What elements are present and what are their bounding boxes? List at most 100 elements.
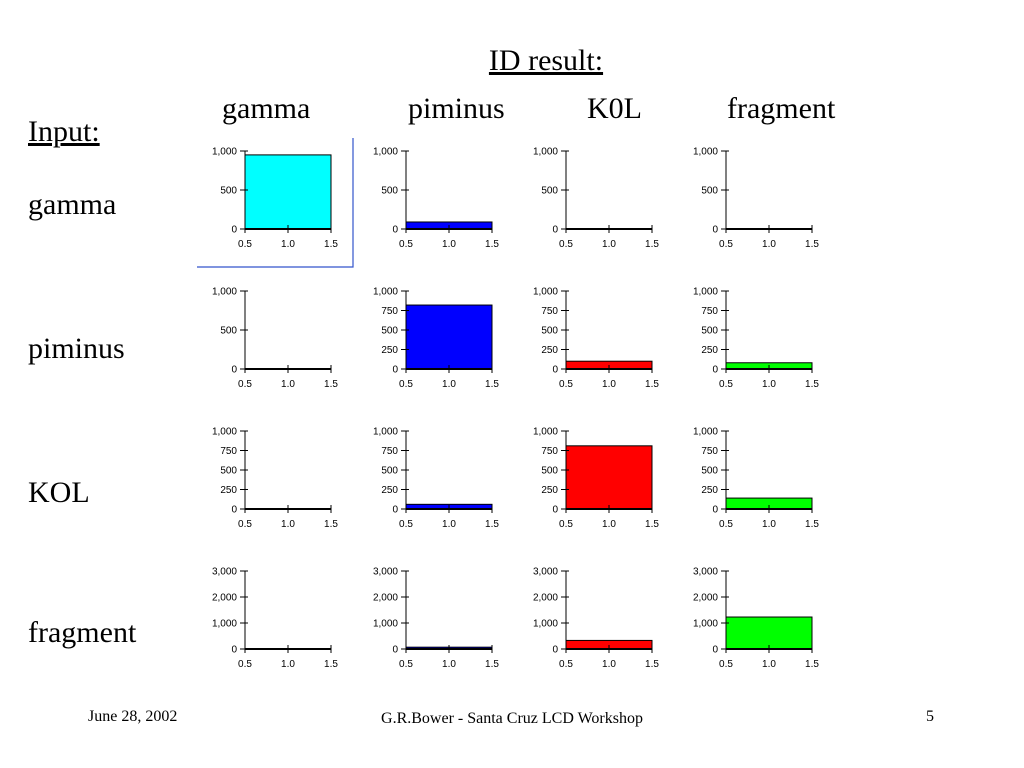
y-tick-label: 0	[712, 365, 718, 376]
x-tick-label: 0.5	[238, 379, 252, 390]
x-tick-label: 1.0	[602, 239, 616, 250]
histogram-fragment-piminus: 0 1,000 2,000 3,000 0.5 1.0 1.5	[373, 567, 499, 671]
input-title: Input:	[28, 115, 100, 148]
y-tick-label: 2,000	[212, 593, 237, 604]
y-tick-label: 1,000	[693, 287, 718, 298]
y-tick-label: 1,000	[212, 147, 237, 158]
y-tick-label: 0	[712, 645, 718, 656]
column-label-piminus: piminus	[408, 92, 505, 125]
y-tick-label: 500	[541, 186, 558, 197]
x-tick-label: 1.0	[281, 239, 295, 250]
x-tick-label: 0.5	[719, 239, 733, 250]
bar-fragment-fragment	[725, 616, 813, 650]
y-tick-label: 0	[552, 225, 558, 236]
y-tick-label: 500	[701, 326, 718, 337]
x-tick-label: 1.0	[602, 659, 616, 670]
y-tick-label: 1,000	[533, 147, 558, 158]
y-tick-label: 750	[541, 306, 558, 317]
x-tick-label: 1.0	[762, 239, 776, 250]
x-tick-label: 1.5	[645, 659, 659, 670]
row-label-gamma: gamma	[28, 188, 117, 221]
x-tick-label: 1.0	[442, 659, 456, 670]
footer-title: G.R.Bower - Santa Cruz LCD Workshop	[381, 710, 643, 727]
y-tick-label: 2,000	[533, 593, 558, 604]
y-tick-label: 1,000	[693, 619, 718, 630]
x-tick-label: 1.5	[485, 379, 499, 390]
y-tick-label: 1,000	[533, 427, 558, 438]
y-tick-label: 1,000	[212, 427, 237, 438]
y-tick-label: 0	[392, 365, 398, 376]
x-tick-label: 1.5	[485, 659, 499, 670]
y-tick-label: 0	[552, 505, 558, 516]
x-tick-label: 1.5	[485, 519, 499, 530]
histogram-piminus-k0l: 0 250 500 750 1,000 0.5 1.0 1.5	[533, 287, 659, 391]
page-number: 5	[926, 708, 934, 725]
histogram-gamma-fragment: 0 500 1,000 0.5 1.0 1.5	[693, 147, 819, 251]
x-tick-label: 0.5	[399, 519, 413, 530]
y-tick-label: 500	[220, 326, 237, 337]
x-tick-label: 1.0	[281, 519, 295, 530]
y-tick-label: 0	[231, 505, 237, 516]
y-tick-label: 3,000	[693, 567, 718, 578]
x-tick-label: 1.0	[602, 519, 616, 530]
bar-piminus-piminus	[405, 304, 493, 370]
y-tick-label: 1,000	[373, 147, 398, 158]
histogram-gamma-gamma: 0 500 1,000 0.5 1.0 1.5	[197, 138, 354, 268]
y-tick-label: 2,000	[693, 593, 718, 604]
x-tick-label: 0.5	[559, 519, 573, 530]
y-tick-label: 750	[220, 446, 237, 457]
y-tick-label: 1,000	[212, 287, 237, 298]
y-tick-label: 0	[552, 645, 558, 656]
x-tick-label: 0.5	[238, 519, 252, 530]
y-tick-label: 1,000	[533, 287, 558, 298]
x-tick-label: 1.0	[762, 379, 776, 390]
y-tick-label: 2,000	[373, 593, 398, 604]
x-tick-label: 1.0	[442, 519, 456, 530]
result-title: ID result:	[488, 44, 604, 77]
selection-frame	[197, 138, 354, 268]
bar-gamma-gamma	[244, 154, 332, 230]
y-tick-label: 500	[541, 466, 558, 477]
row-label-piminus: piminus	[28, 332, 125, 365]
x-tick-label: 0.5	[238, 659, 252, 670]
y-tick-label: 500	[701, 466, 718, 477]
y-tick-label: 1,000	[373, 427, 398, 438]
x-tick-label: 1.5	[485, 239, 499, 250]
y-tick-label: 250	[701, 485, 718, 496]
x-tick-label: 1.5	[324, 659, 338, 670]
histogram-piminus-piminus: 0 250 500 750 1,000 0.5 1.0 1.5	[373, 287, 499, 391]
x-tick-label: 1.0	[281, 659, 295, 670]
y-tick-label: 0	[712, 505, 718, 516]
y-tick-label: 3,000	[533, 567, 558, 578]
y-tick-label: 500	[701, 186, 718, 197]
y-tick-label: 1,000	[533, 619, 558, 630]
x-tick-label: 0.5	[559, 379, 573, 390]
footer-date: June 28, 2002	[88, 708, 178, 725]
x-tick-label: 0.5	[399, 239, 413, 250]
column-label-fragment: fragment	[727, 92, 836, 125]
column-label-k0l: K0L	[587, 92, 642, 125]
x-tick-label: 1.5	[324, 379, 338, 390]
y-tick-label: 500	[381, 326, 398, 337]
y-tick-label: 250	[220, 485, 237, 496]
x-tick-label: 1.5	[645, 239, 659, 250]
column-label-gamma: gamma	[222, 92, 311, 125]
y-tick-label: 0	[712, 225, 718, 236]
x-tick-label: 1.0	[602, 379, 616, 390]
y-tick-label: 500	[220, 466, 237, 477]
y-tick-label: 0	[231, 365, 237, 376]
x-tick-label: 1.5	[324, 239, 338, 250]
x-tick-label: 0.5	[399, 379, 413, 390]
x-tick-label: 1.5	[645, 379, 659, 390]
x-tick-label: 1.0	[442, 379, 456, 390]
x-tick-label: 1.0	[281, 379, 295, 390]
y-tick-label: 500	[220, 186, 237, 197]
y-tick-label: 250	[541, 485, 558, 496]
y-tick-label: 1,000	[212, 619, 237, 630]
x-tick-label: 1.5	[324, 519, 338, 530]
x-tick-label: 1.0	[762, 519, 776, 530]
y-tick-label: 0	[392, 505, 398, 516]
y-tick-label: 0	[552, 365, 558, 376]
x-tick-label: 0.5	[719, 659, 733, 670]
y-tick-label: 0	[231, 225, 237, 236]
